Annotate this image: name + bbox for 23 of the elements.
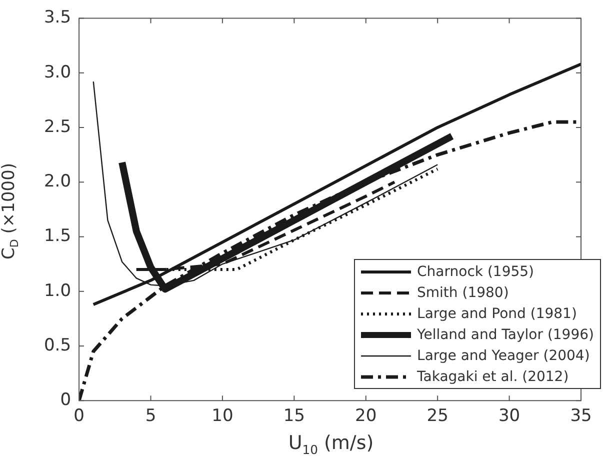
y-tick-label: 0.5: [44, 335, 72, 356]
y-tick-label: 2.0: [44, 172, 72, 192]
y-tick-label: 2.5: [44, 116, 72, 137]
x-tick-label: 35: [570, 406, 592, 426]
y-tick-label: 1.5: [44, 226, 72, 246]
y-tick-label: 3.5: [44, 8, 72, 28]
x-tick-label: 20: [355, 406, 377, 426]
x-tick-label: 25: [426, 406, 448, 426]
x-tick-label: 5: [145, 406, 156, 426]
x-axis-title: U$_{10}$ (m/s): [287, 432, 375, 457]
legend-label: Smith (1980): [417, 284, 509, 300]
y-tick-label: 1.0: [44, 280, 72, 301]
y-tick-label: 3.0: [44, 62, 72, 82]
legend-label: Large and Pond (1981): [417, 306, 577, 322]
x-tick-label: 30: [498, 406, 520, 426]
x-tick-label: 15: [283, 406, 305, 426]
x-tick-label: 10: [212, 406, 234, 426]
legend-label: Charnock (1955): [417, 264, 534, 280]
x-tick-label: 0: [74, 406, 84, 426]
legend-label: Large and Yeager (2004): [417, 348, 590, 364]
legend-label: Yelland and Taylor (1996): [417, 326, 594, 342]
y-tick-label: 0: [60, 390, 72, 410]
legend-label: Takagaki et al. (2012): [417, 368, 569, 384]
